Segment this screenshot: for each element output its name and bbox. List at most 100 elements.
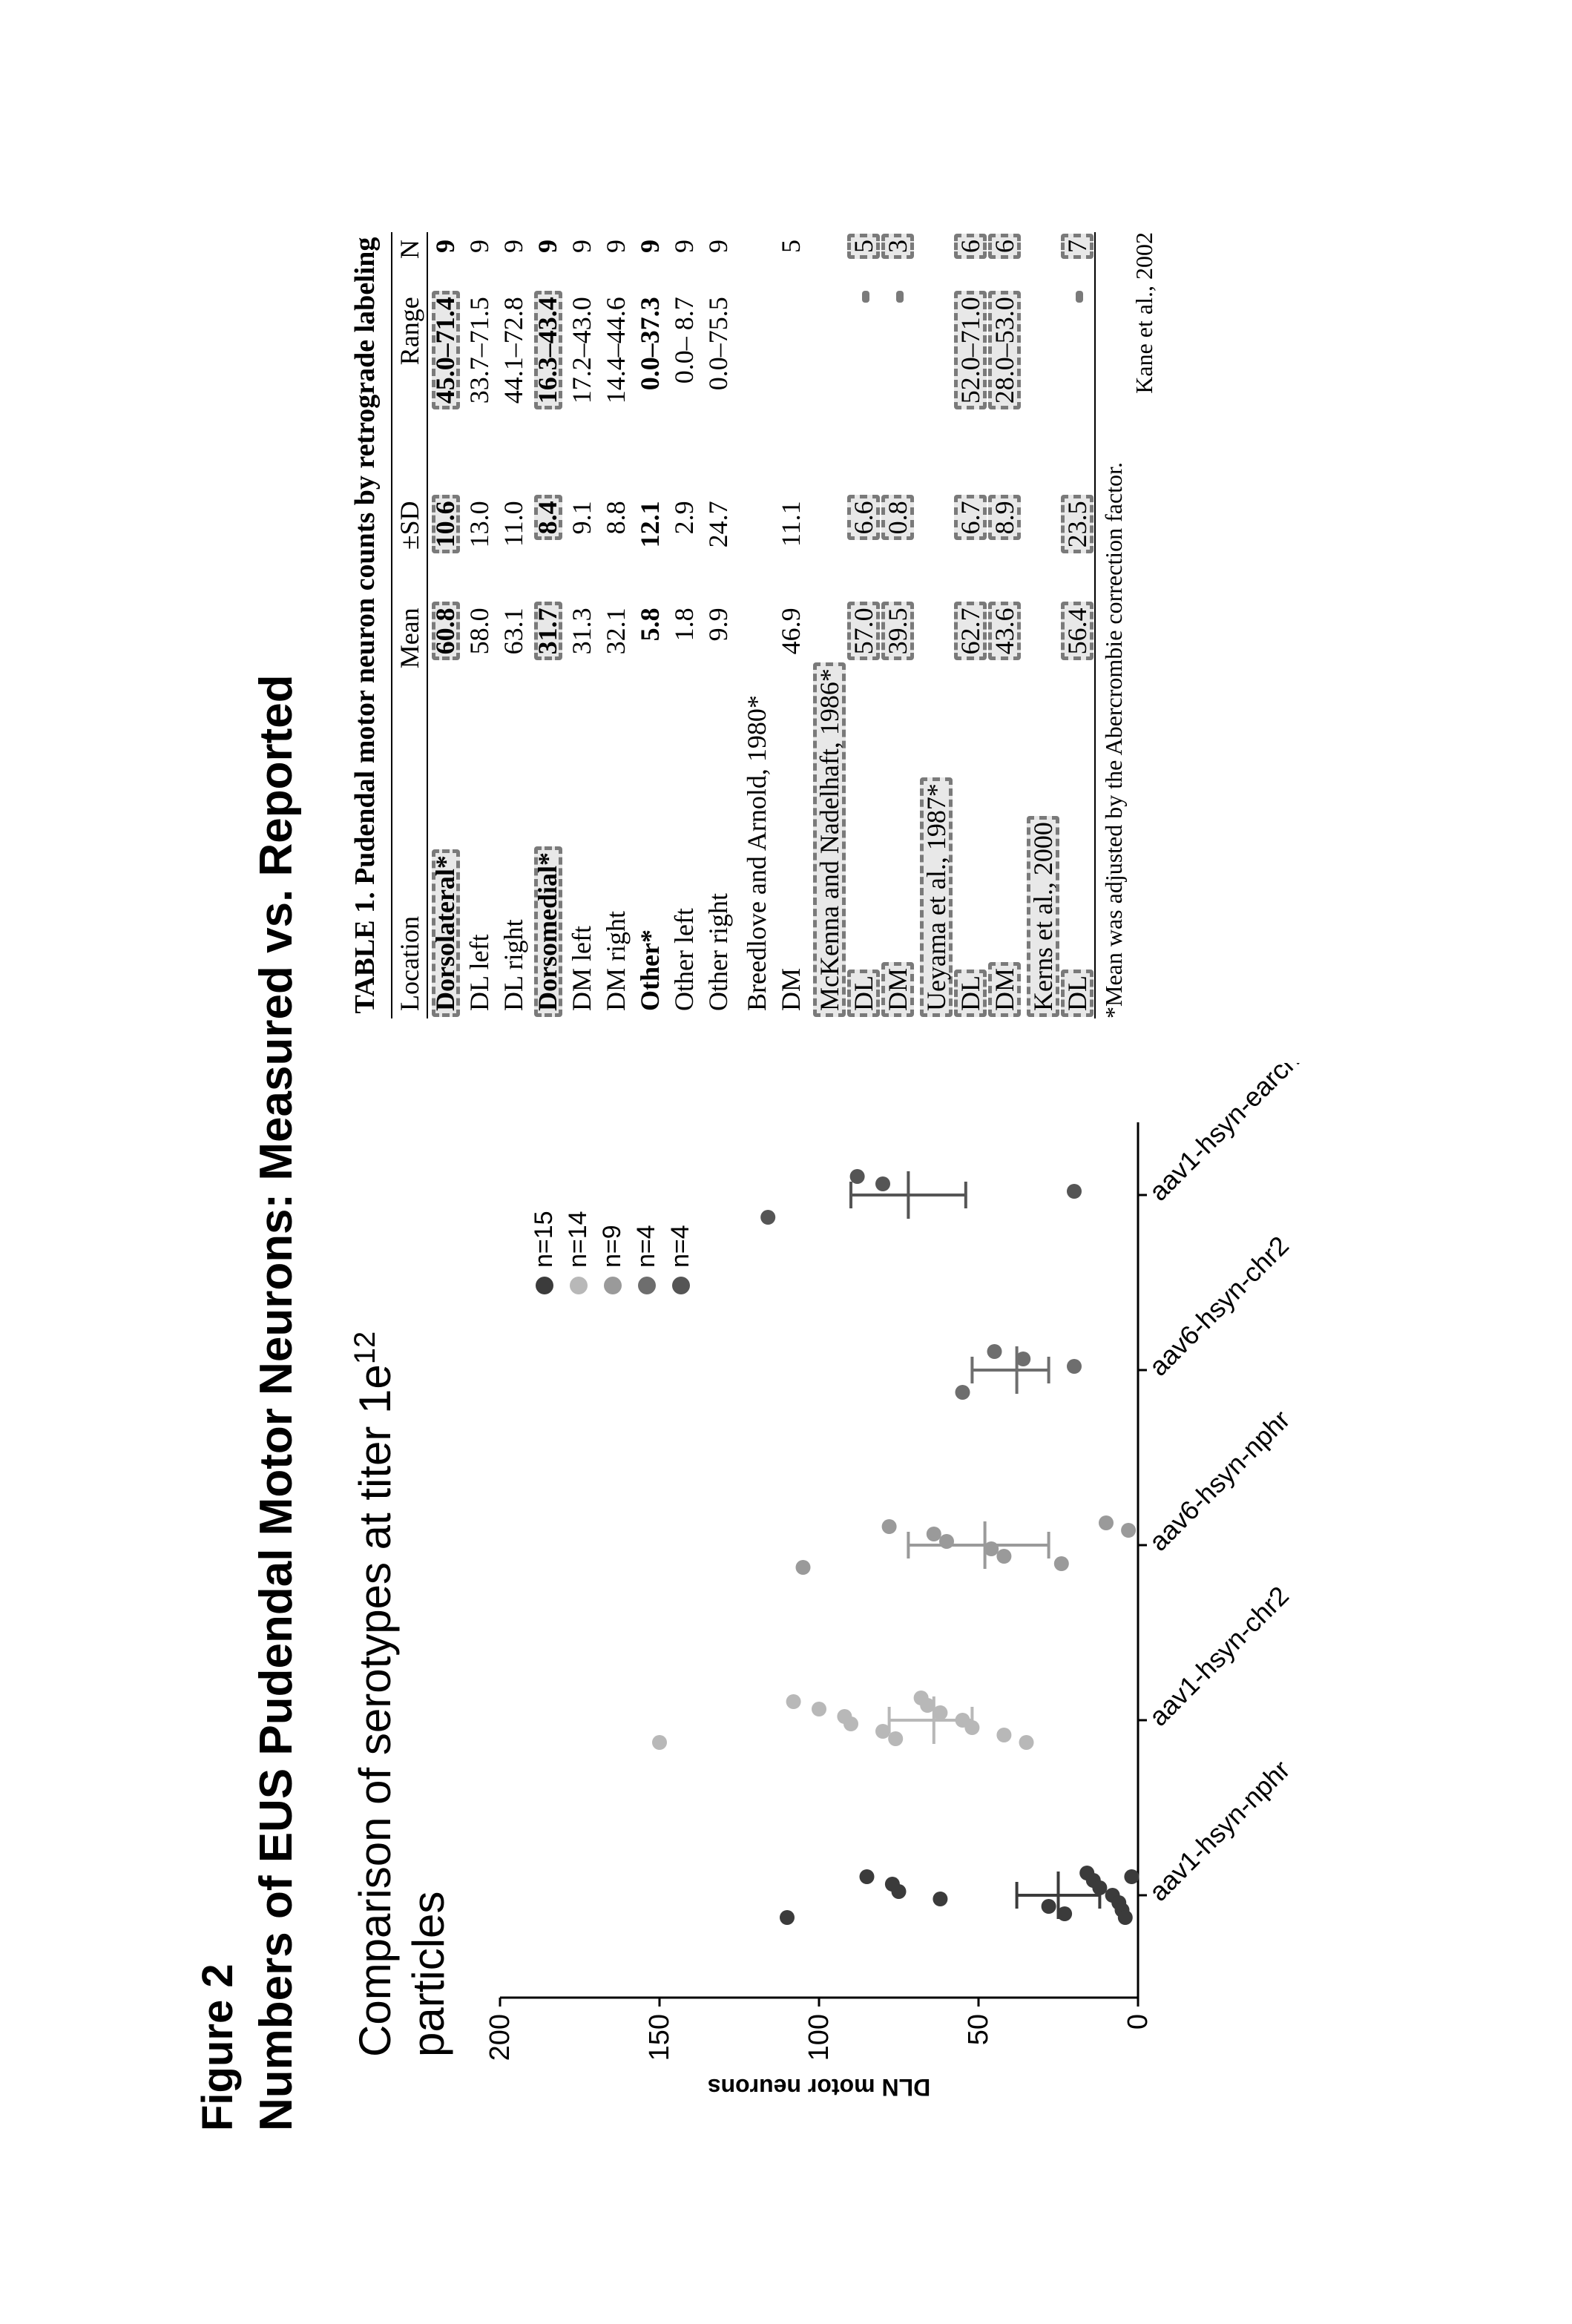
svg-text:DLN motor neurons: DLN motor neurons — [708, 2074, 930, 2101]
value-cell: 28.0–53.0 — [987, 289, 1022, 493]
value-cell: 6 — [953, 232, 987, 289]
value-cell: 9 — [633, 232, 667, 289]
value-cell: 56.4 — [1060, 600, 1095, 727]
location-cell: Other left — [667, 727, 701, 1018]
svg-text:n=9: n=9 — [598, 1225, 626, 1268]
table-row: Ueyama et al., 1987* — [915, 232, 953, 1018]
location-cell: Dorsolateral* — [427, 727, 462, 1018]
column-header: Range — [392, 289, 427, 493]
value-cell: 57.0 — [846, 600, 881, 727]
location-cell: Other right — [701, 727, 735, 1018]
value-cell: 7 — [1060, 232, 1095, 289]
value-cell: 8.4 — [530, 493, 565, 600]
value-cell: 45.0–71.4 — [427, 289, 462, 493]
value-cell: 0.0–37.3 — [633, 289, 667, 493]
location-cell: DM — [774, 727, 808, 1018]
value-cell: 1.8 — [667, 600, 701, 727]
figure-title: Numbers of EUS Pudendal Motor Neurons: M… — [250, 188, 303, 2131]
table-caption: TABLE 1. Pudendal motor neuron counts by… — [347, 232, 384, 1018]
neuron-counts-table: LocationMean±SDRangeN Dorsolateral*60.81… — [391, 232, 1096, 1018]
column-header: Mean — [392, 600, 427, 727]
value-cell: 11.1 — [774, 493, 808, 600]
table-row: Other left1.82.90.0– 8.79 — [667, 232, 701, 1018]
value-cell: 9.9 — [701, 600, 735, 727]
value-cell: 10.6 — [427, 493, 462, 600]
value-cell: 0.0–75.5 — [701, 289, 735, 493]
table-citation: Kane et al., 2002 — [1131, 232, 1158, 1018]
location-cell: DL left — [462, 727, 496, 1018]
value-cell: 60.8 — [427, 600, 462, 727]
value-cell: 39.5 — [881, 600, 915, 727]
table-row: DL56.423.57 — [1060, 232, 1095, 1018]
value-cell: 8.8 — [599, 493, 633, 600]
table-row: Breedlove and Arnold, 1980* — [735, 232, 774, 1018]
location-cell: DM right — [599, 727, 633, 1018]
value-cell: 32.1 — [599, 600, 633, 727]
value-cell — [881, 289, 915, 493]
location-cell: Other* — [633, 727, 667, 1018]
value-cell: 9 — [667, 232, 701, 289]
value-cell: 8.9 — [987, 493, 1022, 600]
svg-text:150: 150 — [644, 2014, 675, 2061]
value-cell: 17.2–43.0 — [565, 289, 599, 493]
location-cell: DL right — [496, 727, 530, 1018]
column-header: Location — [392, 727, 427, 1018]
table-row: DL left58.013.033.7–71.59 — [462, 232, 496, 1018]
table-container: TABLE 1. Pudendal motor neuron counts by… — [347, 232, 1158, 1018]
value-cell: 43.6 — [987, 600, 1022, 727]
location-cell: DM — [987, 727, 1022, 1018]
table-row: DM left31.39.117.2–43.09 — [565, 232, 599, 1018]
table-row: McKenna and Nadelhaft, 1986* — [808, 232, 846, 1018]
table-row: Kerns et al., 2000 — [1022, 232, 1060, 1018]
location-cell: DL — [1060, 727, 1095, 1018]
section-label: Breedlove and Arnold, 1980* — [735, 232, 774, 1018]
value-cell: 0.8 — [881, 493, 915, 600]
svg-text:200: 200 — [484, 2014, 516, 2061]
value-cell: 9 — [462, 232, 496, 289]
value-cell: 9 — [565, 232, 599, 289]
value-cell: 9 — [427, 232, 462, 289]
table-row: Dorsomedial*31.78.416.3–43.49 — [530, 232, 565, 1018]
value-cell: 33.7–71.5 — [462, 289, 496, 493]
value-cell: 5.8 — [633, 600, 667, 727]
value-cell: 16.3–43.4 — [530, 289, 565, 493]
table-row: Dorsolateral*60.810.645.0–71.49 — [427, 232, 462, 1018]
location-cell: DL — [953, 727, 987, 1018]
value-cell: 0.0– 8.7 — [667, 289, 701, 493]
section-label: Ueyama et al., 1987* — [915, 232, 953, 1018]
svg-text:n=4: n=4 — [666, 1225, 694, 1268]
section-label: McKenna and Nadelhaft, 1986* — [808, 232, 846, 1018]
chart-title: Comparison of serotypes at titer 1e12 pa… — [347, 1063, 456, 2057]
value-cell — [774, 289, 808, 493]
table-row: Other right9.924.70.0–75.59 — [701, 232, 735, 1018]
value-cell: 9 — [599, 232, 633, 289]
location-cell: DM — [881, 727, 915, 1018]
section-label: Kerns et al., 2000 — [1022, 232, 1060, 1018]
table-row: DL right63.111.044.1–72.89 — [496, 232, 530, 1018]
svg-text:n=4: n=4 — [632, 1225, 660, 1268]
value-cell: 9 — [701, 232, 735, 289]
value-cell: 12.1 — [633, 493, 667, 600]
svg-text:0: 0 — [1122, 2014, 1154, 2030]
value-cell: 63.1 — [496, 600, 530, 727]
scatter-chart: 050100150200DLN motor neuronsaav1-hsyn-n… — [470, 1063, 1361, 2131]
svg-text:aav1-hsyn-chr2: aav1-hsyn-chr2 — [1143, 1580, 1295, 1731]
value-cell: 13.0 — [462, 493, 496, 600]
value-cell: 31.7 — [530, 600, 565, 727]
table-row: DM46.911.15 — [774, 232, 808, 1018]
column-header: ±SD — [392, 493, 427, 600]
value-cell: 58.0 — [462, 600, 496, 727]
column-header: N — [392, 232, 427, 289]
value-cell: 52.0–71.0 — [953, 289, 987, 493]
value-cell: 62.7 — [953, 600, 987, 727]
value-cell: 9.1 — [565, 493, 599, 600]
value-cell: 11.0 — [496, 493, 530, 600]
svg-text:aav6-hsyn-nphr: aav6-hsyn-nphr — [1143, 1404, 1296, 1557]
location-cell: Dorsomedial* — [530, 727, 565, 1018]
svg-text:aav1-hsyn-nphr: aav1-hsyn-nphr — [1143, 1754, 1296, 1907]
table-row: DM39.50.83 — [881, 232, 915, 1018]
value-cell: 6.7 — [953, 493, 987, 600]
location-cell: DM left — [565, 727, 599, 1018]
value-cell — [846, 289, 881, 493]
value-cell: 31.3 — [565, 600, 599, 727]
